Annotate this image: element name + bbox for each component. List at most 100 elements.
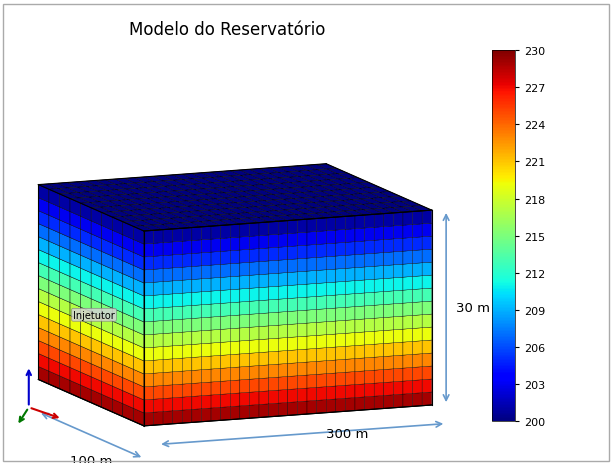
Polygon shape	[123, 365, 133, 382]
Polygon shape	[192, 409, 202, 422]
Polygon shape	[374, 292, 384, 306]
Polygon shape	[202, 173, 221, 178]
Polygon shape	[163, 175, 183, 181]
Polygon shape	[127, 189, 147, 194]
Polygon shape	[175, 185, 195, 191]
Polygon shape	[413, 393, 422, 407]
Polygon shape	[90, 202, 110, 208]
Polygon shape	[149, 209, 170, 214]
Polygon shape	[144, 413, 154, 426]
Polygon shape	[326, 373, 336, 387]
Polygon shape	[101, 330, 113, 347]
Polygon shape	[101, 207, 121, 212]
Polygon shape	[374, 240, 384, 254]
Polygon shape	[250, 275, 259, 289]
Polygon shape	[184, 185, 204, 190]
Polygon shape	[298, 323, 307, 337]
Polygon shape	[250, 340, 259, 354]
Polygon shape	[269, 222, 278, 235]
Polygon shape	[138, 199, 158, 204]
Polygon shape	[162, 224, 182, 230]
Polygon shape	[365, 254, 374, 268]
Polygon shape	[365, 332, 374, 345]
Polygon shape	[169, 207, 189, 213]
Polygon shape	[38, 184, 58, 190]
Polygon shape	[192, 357, 202, 370]
Polygon shape	[70, 355, 81, 372]
Polygon shape	[133, 344, 144, 361]
Polygon shape	[70, 316, 81, 333]
Polygon shape	[394, 225, 403, 239]
Polygon shape	[175, 191, 196, 196]
Polygon shape	[422, 301, 432, 315]
Polygon shape	[91, 208, 101, 226]
Polygon shape	[259, 339, 269, 353]
Polygon shape	[173, 294, 182, 307]
Polygon shape	[230, 393, 240, 407]
Polygon shape	[243, 186, 263, 191]
Polygon shape	[326, 334, 336, 348]
Polygon shape	[413, 354, 422, 368]
Polygon shape	[373, 209, 394, 214]
Polygon shape	[211, 252, 221, 265]
Polygon shape	[365, 215, 374, 228]
Polygon shape	[336, 333, 346, 347]
Polygon shape	[250, 392, 259, 406]
Polygon shape	[192, 240, 202, 254]
Polygon shape	[221, 177, 242, 182]
Polygon shape	[123, 352, 133, 369]
Polygon shape	[163, 307, 173, 321]
Polygon shape	[113, 386, 123, 404]
Polygon shape	[194, 184, 214, 189]
Polygon shape	[101, 356, 113, 373]
Polygon shape	[192, 305, 202, 319]
Polygon shape	[235, 197, 255, 203]
Polygon shape	[365, 293, 374, 307]
Polygon shape	[259, 365, 269, 379]
Polygon shape	[91, 286, 101, 304]
Polygon shape	[374, 382, 384, 396]
Polygon shape	[298, 311, 307, 324]
Polygon shape	[324, 207, 344, 212]
Polygon shape	[96, 181, 116, 186]
Polygon shape	[343, 206, 363, 211]
Polygon shape	[221, 394, 230, 407]
Polygon shape	[293, 193, 313, 198]
Polygon shape	[91, 312, 101, 330]
Polygon shape	[202, 357, 211, 370]
Polygon shape	[156, 192, 177, 198]
Polygon shape	[278, 299, 288, 313]
Polygon shape	[101, 265, 113, 282]
Polygon shape	[317, 283, 326, 297]
Polygon shape	[312, 192, 332, 197]
Polygon shape	[230, 367, 240, 381]
Polygon shape	[298, 375, 307, 389]
Polygon shape	[413, 315, 422, 329]
Polygon shape	[101, 212, 122, 218]
Polygon shape	[97, 186, 117, 191]
Polygon shape	[336, 230, 346, 244]
Polygon shape	[69, 193, 89, 198]
Polygon shape	[141, 215, 161, 220]
Polygon shape	[269, 364, 278, 378]
Polygon shape	[49, 190, 60, 207]
Polygon shape	[269, 287, 278, 300]
Polygon shape	[168, 202, 188, 207]
Polygon shape	[278, 234, 288, 248]
Polygon shape	[278, 247, 288, 261]
Polygon shape	[240, 328, 250, 341]
Polygon shape	[202, 178, 223, 183]
Polygon shape	[317, 374, 326, 388]
Polygon shape	[60, 311, 70, 329]
Polygon shape	[129, 200, 149, 205]
Polygon shape	[91, 299, 101, 317]
Polygon shape	[307, 297, 317, 311]
Polygon shape	[362, 199, 382, 204]
Polygon shape	[384, 343, 394, 357]
Polygon shape	[355, 294, 365, 307]
Polygon shape	[300, 182, 320, 187]
Polygon shape	[127, 194, 148, 200]
Polygon shape	[109, 201, 130, 206]
Polygon shape	[307, 323, 317, 336]
Polygon shape	[123, 313, 133, 331]
